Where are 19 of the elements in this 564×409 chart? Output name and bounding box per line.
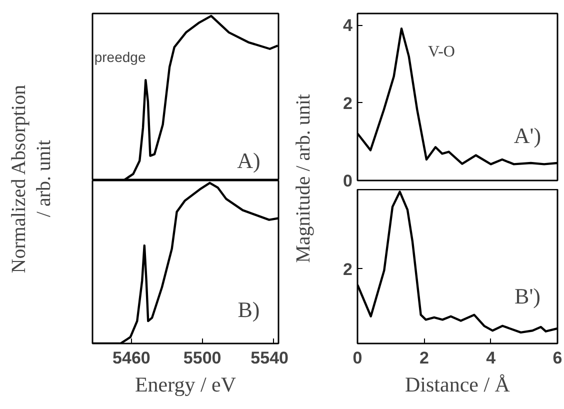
- x-tick-label: 5500: [183, 348, 222, 368]
- y-tick-label: 0: [343, 172, 353, 190]
- x-axis-title: Energy / eV: [134, 372, 236, 396]
- y-tick-label: 2: [343, 94, 353, 113]
- annotation: B'): [514, 283, 540, 308]
- x-axis-title: Distance / Å: [405, 372, 511, 396]
- x-tick-label: 6: [552, 348, 562, 368]
- x-tick-label: 5460: [112, 348, 150, 368]
- x-tick-label: 4: [486, 348, 496, 368]
- annotation: A'): [514, 122, 542, 148]
- annotation: preedge: [94, 48, 146, 65]
- x-tick-label: 2: [419, 348, 429, 368]
- annotation: V-O: [428, 43, 455, 60]
- y-tick-label: 4: [343, 16, 354, 36]
- annotation: B): [238, 296, 260, 322]
- x-tick-label: 5540: [250, 348, 289, 368]
- annotation: A): [237, 148, 260, 173]
- y-axis-title: Normalized Absorption / arb. unit: [8, 84, 56, 274]
- y-axis-title: Magnitude / arb. unit: [292, 94, 314, 263]
